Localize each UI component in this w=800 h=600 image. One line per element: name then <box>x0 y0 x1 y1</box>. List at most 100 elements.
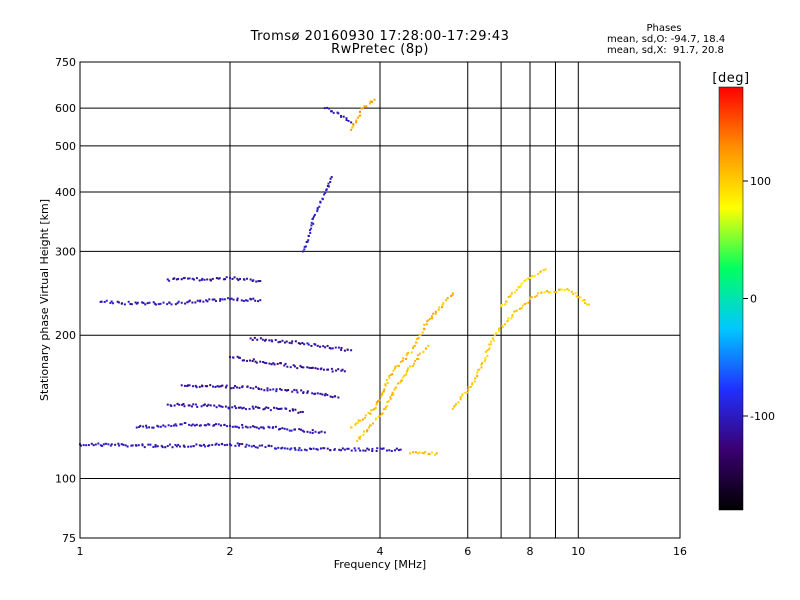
echo-point <box>500 303 503 306</box>
echo-point <box>511 314 514 317</box>
data-points <box>79 98 590 456</box>
echo-point <box>413 362 416 365</box>
echo-point <box>438 306 441 309</box>
echo-point <box>268 339 271 342</box>
echo-point <box>252 387 255 390</box>
echo-point <box>385 406 388 409</box>
echo-point <box>331 347 334 350</box>
echo-point <box>219 405 222 408</box>
echo-point <box>110 443 113 446</box>
echo-point <box>274 425 277 428</box>
echo-point <box>256 338 259 341</box>
echo-point <box>250 445 253 448</box>
echo-point <box>507 296 510 299</box>
echo-point <box>156 424 159 427</box>
echo-point <box>177 277 180 280</box>
echo-point <box>424 347 427 350</box>
echo-point <box>324 346 327 349</box>
echo-point <box>340 369 343 372</box>
echo-point <box>477 368 480 371</box>
echo-point <box>242 359 245 362</box>
echo-point <box>405 371 408 374</box>
echo-point <box>160 444 163 447</box>
echo-point <box>378 415 381 418</box>
echo-point <box>224 405 227 408</box>
echo-point <box>275 407 278 410</box>
echo-point <box>525 302 528 305</box>
echo-point <box>104 442 107 445</box>
echo-point <box>492 339 495 342</box>
echo-point <box>141 301 144 304</box>
echo-point <box>241 407 244 410</box>
echo-point <box>274 447 277 450</box>
echo-point <box>258 406 261 409</box>
echo-point <box>187 445 190 448</box>
echo-point <box>154 303 157 306</box>
echo-point <box>473 380 476 383</box>
echo-point <box>294 340 297 343</box>
echo-point <box>196 405 199 408</box>
echo-point <box>118 444 121 447</box>
echo-point <box>298 447 301 450</box>
echo-point <box>428 317 431 320</box>
echo-point <box>303 343 306 346</box>
echo-point <box>326 447 329 450</box>
echo-point <box>105 299 108 302</box>
echo-point <box>147 443 150 446</box>
echo-point <box>252 279 255 282</box>
echo-point <box>264 446 267 449</box>
echo-point <box>405 354 408 357</box>
echo-point <box>314 430 317 433</box>
echo-point <box>177 443 180 446</box>
echo-point <box>230 387 233 390</box>
echo-point <box>130 303 133 306</box>
echo-point <box>577 296 580 299</box>
echo-point <box>581 299 584 302</box>
echo-point <box>257 388 260 391</box>
echo-point <box>219 385 222 388</box>
echo-point <box>331 396 334 399</box>
echo-point <box>341 447 344 450</box>
echo-point <box>214 300 217 303</box>
echo-point <box>391 391 394 394</box>
echo-point <box>268 362 271 365</box>
echo-point <box>231 425 234 428</box>
echo-point <box>314 343 317 346</box>
echo-point <box>173 277 176 280</box>
echo-point <box>549 291 552 294</box>
echo-point <box>259 280 262 283</box>
echo-point <box>423 323 426 326</box>
colorbar-tick-label: -100 <box>750 410 775 423</box>
echo-point <box>290 342 293 345</box>
echo-point <box>553 290 556 293</box>
echo-point <box>533 295 536 298</box>
echo-point <box>294 408 297 411</box>
echo-point <box>343 349 346 352</box>
echo-point <box>520 283 523 286</box>
echo-point <box>459 398 462 401</box>
echo-point <box>321 393 324 396</box>
echo-point <box>180 423 183 426</box>
echo-point <box>490 343 493 346</box>
echo-point <box>214 423 217 426</box>
echo-point <box>324 392 327 395</box>
echo-point <box>314 392 317 395</box>
y-tick-label: 500 <box>55 140 76 153</box>
echo-point <box>110 300 113 303</box>
echo-point <box>497 330 500 333</box>
echo-point <box>216 385 219 388</box>
echo-point <box>188 404 191 407</box>
echo-point <box>381 391 384 394</box>
echo-point <box>536 292 539 295</box>
echo-point <box>109 301 112 304</box>
echo-point <box>330 175 333 178</box>
echo-point <box>261 444 264 447</box>
echo-point <box>337 368 340 371</box>
echo-point <box>431 317 434 320</box>
echo-point <box>236 299 239 302</box>
echo-point <box>536 272 539 275</box>
echo-point <box>510 317 513 320</box>
echo-point <box>249 337 252 340</box>
echo-point <box>354 422 357 425</box>
echo-point <box>306 391 309 394</box>
